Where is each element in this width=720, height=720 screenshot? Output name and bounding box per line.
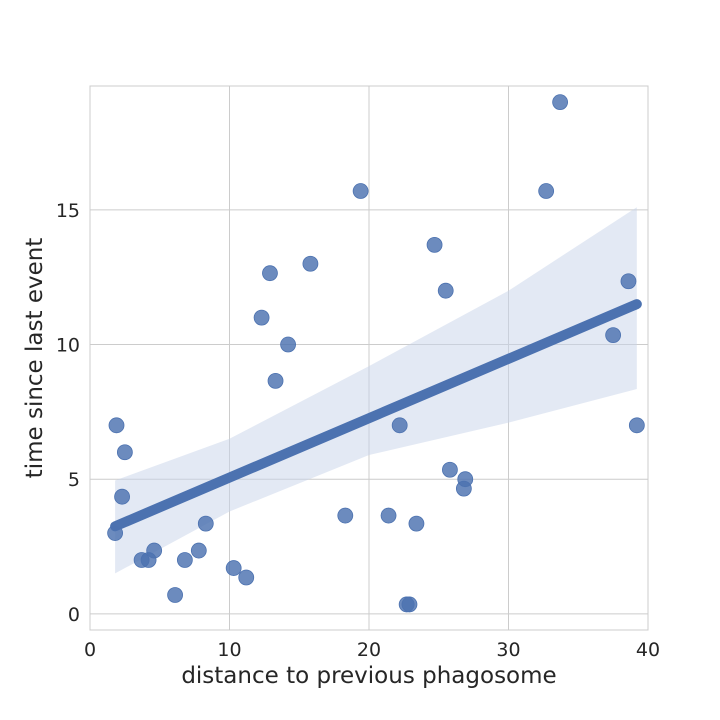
scatter-point — [114, 488, 130, 505]
scatter-point — [552, 94, 569, 111]
scatter-point — [176, 552, 193, 568]
scatter-point — [352, 183, 369, 199]
y-tick-label: 15 — [56, 200, 80, 222]
x-axis-label: distance to previous phagosome — [181, 663, 556, 689]
scatter-point — [262, 265, 278, 282]
scatter-point — [442, 461, 458, 478]
scatter-point — [380, 507, 397, 524]
x-tick-label: 0 — [84, 639, 96, 661]
plot-frame — [89, 85, 649, 631]
scatter-point — [197, 515, 214, 532]
x-tick-label: 10 — [217, 639, 241, 661]
scatter-point — [337, 507, 354, 524]
scatter-point — [280, 336, 296, 353]
scatter-point — [401, 596, 418, 613]
y-tick-label: 0 — [68, 604, 80, 626]
scatter-point — [628, 417, 645, 434]
scatter-point — [167, 587, 183, 603]
scatter-point — [620, 273, 637, 290]
x-tick-label: 40 — [636, 639, 660, 661]
scatter-point — [107, 525, 124, 541]
scatter-point — [225, 560, 242, 576]
scatter-point — [253, 309, 270, 326]
scatter-point — [108, 417, 125, 434]
scatter-point — [408, 515, 425, 532]
y-tick-label: 5 — [68, 469, 80, 491]
scatter-point — [437, 282, 454, 299]
scatter-point — [267, 372, 284, 389]
x-tick-label: 20 — [357, 639, 381, 661]
scatter-point — [146, 542, 163, 559]
y-tick-labels: 0 5 10 15 — [56, 200, 80, 626]
scatter-point — [457, 471, 474, 488]
scatter-point — [391, 417, 408, 434]
regression-line — [110, 299, 642, 532]
confidence-band — [115, 207, 637, 574]
y-axis-label: time since last event — [22, 238, 48, 479]
x-tick-label: 30 — [496, 639, 520, 661]
scatter-point — [605, 327, 622, 344]
data-points — [107, 94, 645, 613]
scatter-point — [538, 183, 555, 199]
scatter-point — [302, 255, 319, 272]
y-tick-label: 10 — [56, 335, 80, 357]
scatter-point — [238, 569, 255, 586]
x-tick-labels: 0 10 20 30 40 — [84, 639, 660, 661]
scatter-point — [116, 444, 133, 461]
scatter-point — [190, 542, 207, 559]
scatter-point — [426, 236, 443, 253]
